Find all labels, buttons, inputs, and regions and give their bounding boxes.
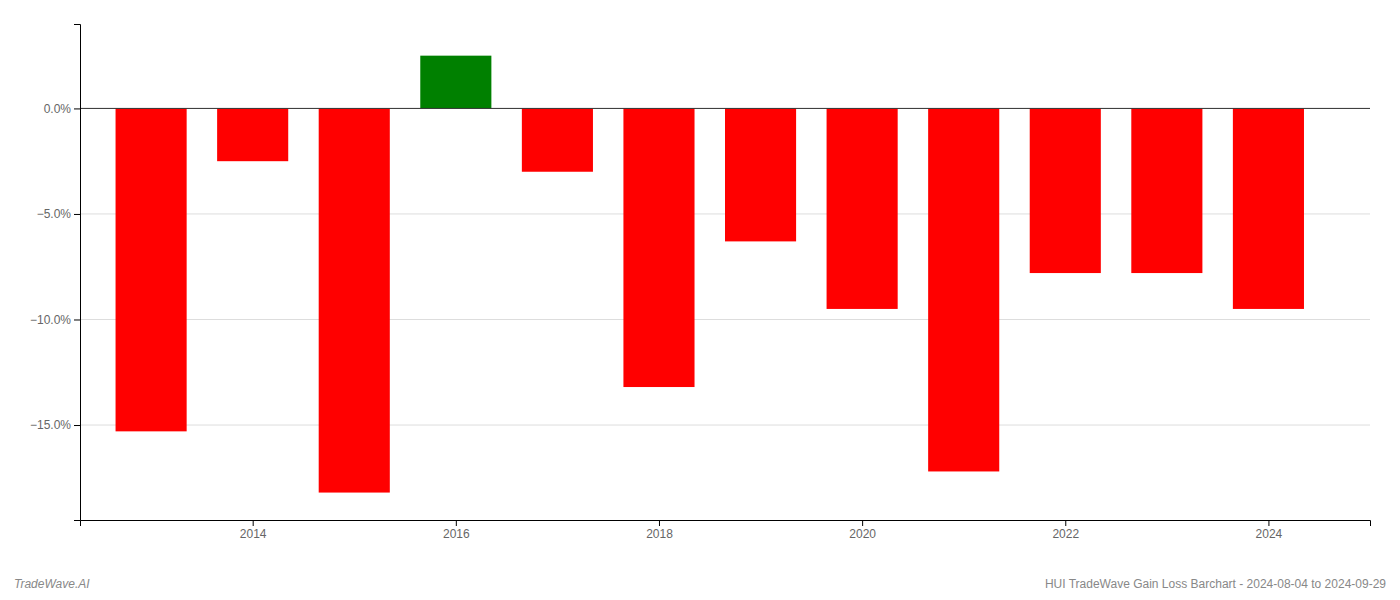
zero-line [80,108,1370,109]
x-axis: 2014 2016 2018 2020 2022 2024 [81,520,1371,541]
y-tick-mark [74,214,80,215]
x-tick-mark [862,520,863,526]
grid [80,108,1370,425]
x-tick: 2016 [443,520,470,541]
x-tick: 2018 [646,520,673,541]
x-tick-label: 2022 [1052,527,1079,541]
y-axis: 0.0% −5.0% −10.0% −15.0% [30,25,81,521]
y-tick-mark [74,425,80,426]
grid-line [80,425,1370,426]
x-tick: 2022 [1052,520,1079,541]
x-tick-mark [456,520,457,526]
bar [623,108,694,387]
x-tick-mark [1065,520,1066,526]
x-tick-mark [253,520,254,526]
x-tick-label: 2018 [646,527,673,541]
x-tick-mark [659,520,660,526]
bar [116,108,187,431]
y-tick-label: −5.0% [37,207,72,221]
title: HUI TradeWave Gain Loss Barchart - 2024-… [1045,577,1386,591]
bar [1131,108,1202,273]
x-tick: 2020 [849,520,876,541]
y-tick-mark [74,319,80,320]
bar [1233,108,1304,309]
bar [725,108,796,241]
x-tick-label: 2020 [849,527,876,541]
footer-annotation: TradeWave.AI [14,577,90,591]
x-axis-line [81,521,1371,527]
bar [420,56,491,109]
grid-line [80,319,1370,320]
x-tick-label: 2014 [240,527,267,541]
y-tick: −5.0% [37,207,80,221]
bar [522,108,593,171]
plot-area [116,56,1304,493]
y-tick-label: 0.0% [44,102,72,116]
y-tick-mark [74,108,80,109]
y-tick-label: −10.0% [30,313,71,327]
x-tick: 2024 [1256,520,1283,541]
bar [319,108,390,492]
x-tick-label: 2024 [1256,527,1283,541]
bar [1030,108,1101,273]
chart: 2014 2016 2018 2020 2022 2024 0.0% −5.0% −10.0% −… [0,0,1400,600]
grid-line [80,108,1370,109]
bar [217,108,288,161]
x-tick: 2014 [240,520,267,541]
bar [827,108,898,309]
y-tick: −15.0% [30,418,80,432]
y-tick-label: −15.0% [30,418,71,432]
y-axis-line [74,25,81,521]
x-tick-mark [1268,520,1269,526]
y-tick: −10.0% [30,313,80,327]
y-tick: 0.0% [44,102,80,116]
x-tick-label: 2016 [443,527,470,541]
bar [928,108,999,471]
